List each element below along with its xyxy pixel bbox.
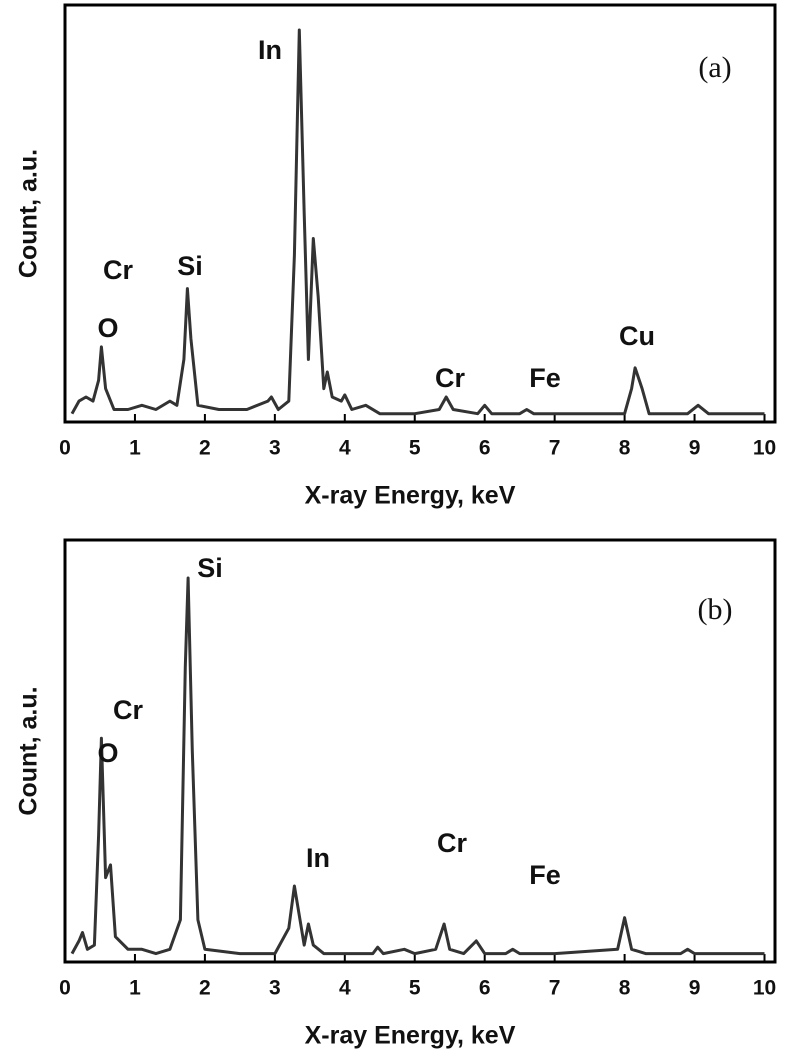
x-axis-label: X-ray Energy, keV xyxy=(305,1022,516,1050)
peak-label: O xyxy=(97,313,118,343)
x-tick-label: 8 xyxy=(619,437,631,460)
plot-frame xyxy=(63,538,777,964)
spectrum-line xyxy=(70,576,765,956)
x-tick-label: 1 xyxy=(129,437,141,460)
x-tick-label: 6 xyxy=(479,977,491,1000)
y-axis-label: Count, a.u. xyxy=(15,149,43,278)
x-tick-label: 7 xyxy=(549,437,561,460)
x-tick-label: 3 xyxy=(269,437,281,460)
peak-label: Fe xyxy=(529,860,561,890)
peak-label: Cr xyxy=(113,695,143,725)
spectrum-line xyxy=(70,28,765,416)
panel-label: (b) xyxy=(698,593,733,626)
x-tick-label: 5 xyxy=(409,437,421,460)
plot-frame xyxy=(63,3,777,424)
peak-label: Cr xyxy=(435,363,465,393)
peak-label: Si xyxy=(197,553,223,583)
x-tick-label: 5 xyxy=(409,977,421,1000)
x-tick-label: 6 xyxy=(479,437,491,460)
x-tick-label: 3 xyxy=(269,977,281,1000)
x-tick-label: 9 xyxy=(689,977,701,1000)
peak-label: In xyxy=(258,35,282,65)
x-axis-label: X-ray Energy, keV xyxy=(305,482,516,510)
panel-label: (a) xyxy=(698,51,731,84)
x-tick-label: 4 xyxy=(339,437,351,460)
peak-label: In xyxy=(306,843,330,873)
x-tick-label: 4 xyxy=(339,977,351,1000)
peak-label: Cr xyxy=(103,255,133,285)
x-tick-label: 9 xyxy=(689,437,701,460)
x-tick-label: 7 xyxy=(549,977,561,1000)
x-tick-label: 0 xyxy=(59,977,71,1000)
peak-label: Fe xyxy=(529,363,561,393)
x-tick-label: 2 xyxy=(199,437,211,460)
x-tick-label: 10 xyxy=(753,977,776,1000)
x-tick-label: 0 xyxy=(59,437,71,460)
x-tick-label: 8 xyxy=(619,977,631,1000)
y-axis-label: Count, a.u. xyxy=(15,686,43,815)
x-tick-label: 10 xyxy=(753,437,776,460)
x-tick-label: 1 xyxy=(129,977,141,1000)
peak-label: Cr xyxy=(437,828,467,858)
x-tick-label: 2 xyxy=(199,977,211,1000)
peak-label: Si xyxy=(177,251,203,281)
peak-label: Cu xyxy=(619,321,655,351)
peak-label: O xyxy=(97,738,118,768)
